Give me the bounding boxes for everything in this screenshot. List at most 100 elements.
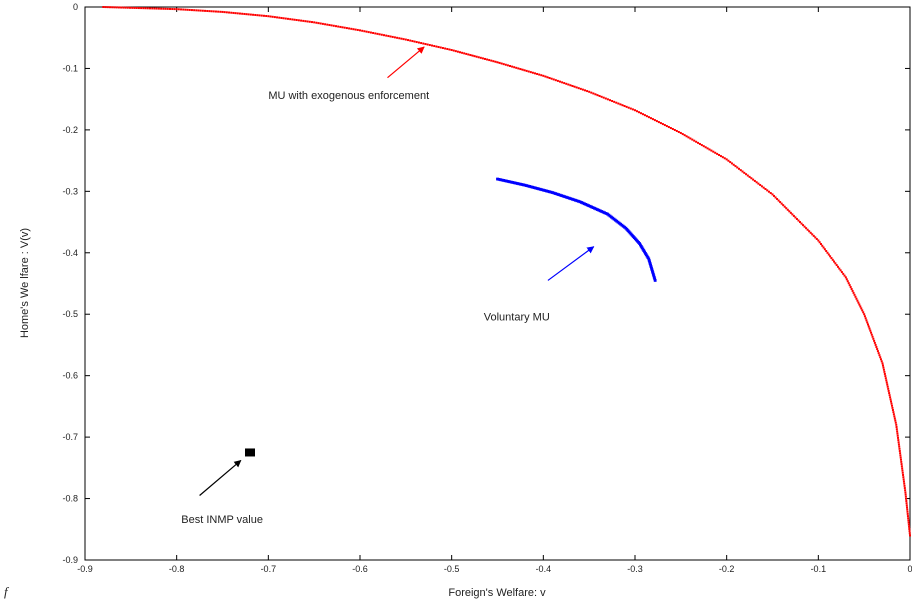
data-point	[868, 327, 871, 330]
data-point	[572, 198, 576, 202]
data-point	[574, 198, 577, 202]
data-point	[520, 183, 524, 186]
data-point	[155, 7, 158, 10]
data-point	[879, 356, 882, 359]
data-point	[687, 136, 690, 139]
data-point	[594, 93, 597, 96]
data-point	[860, 307, 863, 310]
data-point	[604, 212, 608, 215]
data-point	[598, 94, 601, 97]
data-point	[441, 47, 444, 50]
y-tick-label: -0.7	[62, 432, 78, 442]
data-point	[734, 165, 737, 168]
data-point	[903, 487, 906, 490]
data-point	[893, 417, 896, 420]
data-point	[238, 12, 241, 15]
data-point	[582, 202, 586, 206]
data-point	[609, 99, 611, 102]
data-point	[372, 31, 375, 34]
data-point	[811, 233, 814, 236]
data-point	[594, 207, 598, 211]
data-point	[223, 11, 226, 14]
data-point	[908, 530, 911, 533]
data-point	[546, 76, 549, 79]
data-point	[509, 64, 511, 67]
data-point	[565, 82, 568, 85]
series-2	[245, 448, 255, 457]
data-point	[332, 24, 335, 27]
data-point	[901, 469, 904, 472]
data-point	[334, 25, 337, 28]
data-point	[876, 348, 879, 351]
data-point	[797, 219, 800, 222]
data-point	[651, 118, 654, 121]
data-point	[479, 56, 482, 59]
data-point	[906, 508, 909, 511]
data-point	[845, 278, 848, 281]
data-point	[243, 12, 246, 15]
data-point	[439, 46, 442, 49]
data-point	[730, 162, 733, 165]
x-axis-label: Foreign's Welfare: v	[448, 587, 546, 599]
data-point	[867, 325, 870, 328]
data-point	[776, 198, 779, 201]
data-point	[773, 194, 776, 197]
data-point	[549, 190, 553, 194]
data-point	[554, 192, 557, 195]
stray-text: f	[4, 584, 8, 599]
data-point	[885, 381, 888, 384]
data-point	[653, 119, 656, 122]
annotation-arrow	[547, 246, 595, 281]
data-point	[502, 63, 505, 66]
data-point	[818, 241, 821, 244]
data-point	[838, 267, 841, 270]
data-point	[762, 186, 765, 189]
data-point	[760, 185, 763, 188]
data-point	[635, 110, 638, 113]
data-point	[184, 8, 187, 11]
data-point	[563, 195, 567, 199]
data-point	[736, 166, 739, 169]
data-point	[739, 169, 742, 172]
data-point	[437, 46, 440, 49]
annotation-arrow	[387, 46, 425, 79]
data-point	[621, 104, 624, 107]
data-point	[908, 525, 911, 528]
data-point	[151, 7, 154, 10]
data-point	[413, 40, 416, 43]
data-point	[546, 189, 550, 193]
data-point	[905, 504, 908, 507]
data-point	[598, 209, 602, 213]
data-point	[899, 458, 902, 461]
data-point	[433, 45, 436, 48]
data-point	[604, 97, 607, 100]
data-point	[649, 263, 652, 267]
data-point	[827, 253, 830, 256]
data-point	[541, 188, 545, 192]
data-point	[890, 400, 893, 403]
data-point	[799, 221, 801, 224]
data-point	[886, 383, 889, 386]
data-point	[160, 7, 163, 10]
data-point	[651, 269, 654, 273]
x-tick-label: -0.6	[352, 564, 368, 574]
data-point	[851, 289, 854, 292]
y-tick-label: -0.6	[62, 371, 78, 381]
data-point	[337, 25, 340, 28]
data-point	[653, 277, 657, 281]
data-point	[169, 7, 171, 10]
data-point	[387, 35, 390, 38]
data-point	[544, 189, 548, 193]
data-point	[842, 272, 845, 275]
data-point	[899, 456, 902, 459]
data-point	[641, 113, 644, 116]
data-point	[551, 191, 554, 194]
data-point	[502, 179, 506, 182]
data-point	[426, 43, 429, 46]
data-point	[902, 473, 905, 476]
data-point	[435, 45, 438, 48]
data-point	[361, 29, 364, 32]
data-point	[293, 18, 296, 21]
data-point	[171, 8, 174, 11]
data-point	[498, 61, 501, 64]
